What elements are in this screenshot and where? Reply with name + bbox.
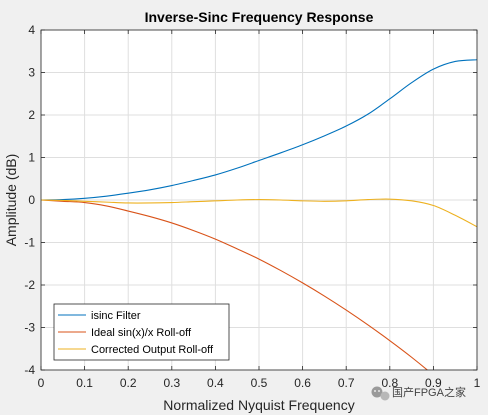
legend-label-0: isinc Filter (91, 310, 141, 322)
x-tick-label: 0.9 (425, 376, 442, 390)
series-line-1 (41, 199, 429, 370)
wechat-icon (371, 386, 390, 401)
y-tick-label: -1 (24, 236, 35, 250)
x-tick-label: 0.5 (251, 376, 268, 390)
x-tick-label: 0.4 (207, 376, 224, 390)
watermark: 国产FPGA之家 (371, 385, 466, 401)
x-tick-label: 0.1 (76, 376, 93, 390)
y-axis-label: Amplitude (dB) (3, 154, 19, 247)
y-tick-label: 2 (28, 108, 35, 122)
x-tick-label: 0.7 (338, 376, 355, 390)
series-line-2 (41, 198, 477, 228)
x-tick-label: 0.8 (381, 376, 398, 390)
x-tick-label: 0 (38, 376, 45, 390)
axis-ticks: 0 0.1 0.2 0.3 0.4 0.5 0.6 0.7 0.8 0.9 1 -4 -3 -2 -1 0 1 2… (24, 23, 480, 390)
y-tick-label: 0 (28, 193, 35, 207)
plot-frame (40, 29, 478, 371)
x-tick-label: 1 (474, 376, 481, 390)
y-tick-label: -3 (24, 321, 35, 335)
y-tick-label: 4 (28, 23, 35, 37)
legend: isinc Filter Ideal sin(x)/x Roll-off Corre… (53, 303, 230, 361)
y-tick-label: -2 (24, 278, 35, 292)
legend-label-1: Ideal sin(x)/x Roll-off (91, 327, 192, 339)
legend-label-2: Corrected Output Roll-off (91, 344, 214, 356)
x-tick-label: 0.2 (120, 376, 137, 390)
y-tick-label: 1 (28, 151, 35, 165)
x-tick-label: 0.6 (294, 376, 311, 390)
chart-title: Inverse-Sinc Frequency Response (145, 9, 374, 25)
x-tick-label: 0.3 (163, 376, 180, 390)
y-tick-label: 3 (28, 66, 35, 80)
watermark-text: 国产FPGA之家 (392, 385, 466, 399)
series-line-0 (41, 59, 477, 201)
x-axis-label: Normalized Nyquist Frequency (163, 397, 354, 413)
y-tick-label: -4 (24, 363, 35, 377)
series-lines (41, 59, 477, 370)
